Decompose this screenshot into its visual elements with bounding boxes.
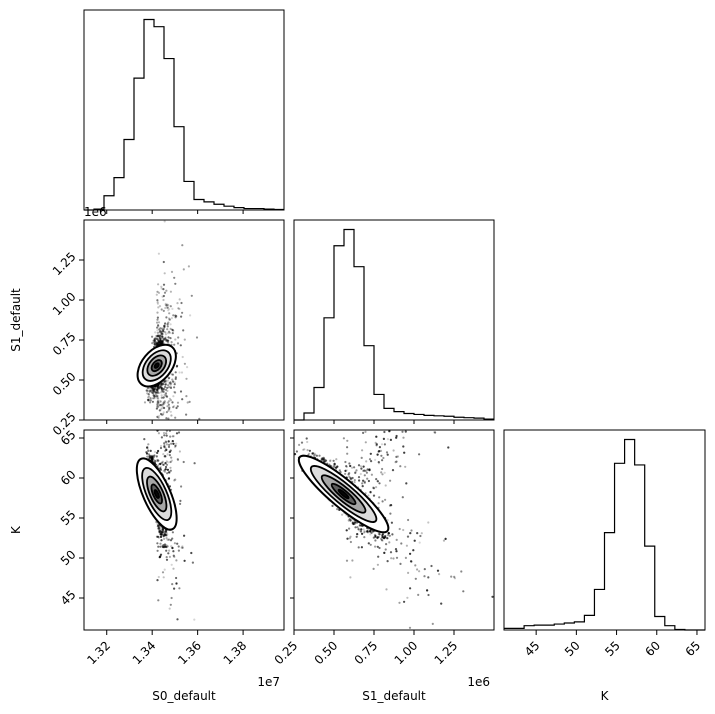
histogram-bin — [174, 127, 184, 210]
x-tick-label: 1.00 — [392, 638, 421, 667]
x-axis-label-K: K — [601, 689, 610, 703]
y-tick-label: 1.25 — [50, 249, 79, 278]
histogram-bin — [635, 465, 645, 630]
histogram-S0_default — [83, 9, 285, 211]
contour-level — [337, 488, 350, 500]
histogram-bin — [124, 140, 134, 210]
x-tick-label: 45 — [522, 638, 543, 659]
panel-frame — [83, 9, 285, 211]
x-offset-label: 1e7 — [257, 675, 280, 689]
y-tick-label: 1.00 — [50, 289, 79, 318]
histogram-bin — [144, 20, 154, 210]
histogram-bin — [184, 181, 194, 210]
x-axis-label-S1_default: S1_default — [362, 689, 426, 703]
histogram-bin — [164, 59, 174, 210]
panel-frame — [503, 429, 706, 631]
histogram-bin — [374, 394, 384, 420]
histogram-bin — [544, 625, 554, 630]
x-tick-label: 0.25 — [272, 638, 301, 667]
scatter-S0_default-vs-S1_default — [83, 219, 285, 421]
histogram-bin — [574, 622, 584, 630]
histogram-bin — [665, 626, 675, 630]
x-tick-label: 55 — [602, 638, 623, 659]
histogram-K — [503, 429, 706, 631]
x-tick-label: 50 — [562, 638, 583, 659]
histogram-bin — [314, 387, 324, 420]
histogram-step-line — [504, 438, 705, 631]
histogram-step-line — [84, 18, 284, 211]
panel-frame — [83, 219, 285, 421]
histogram-bin — [434, 416, 444, 420]
histogram-bin — [534, 625, 544, 630]
histogram-bin — [354, 267, 364, 420]
contour-level — [153, 362, 160, 369]
histogram-bin — [364, 346, 374, 420]
histogram-step-line — [294, 228, 494, 421]
panels-layer — [83, 9, 706, 631]
y-tick-label: 50 — [58, 547, 79, 568]
panel-frame — [293, 219, 495, 421]
histogram-bin — [214, 204, 224, 210]
scatter-points — [143, 220, 201, 420]
y-tick-label: 0.75 — [50, 329, 79, 358]
histogram-bin — [334, 246, 344, 420]
histogram-bin — [655, 616, 665, 630]
histogram-bin — [594, 589, 604, 630]
x-tick-label: 1.36 — [175, 638, 204, 667]
y-axis-label-K: K — [9, 525, 23, 534]
histogram-bin — [584, 615, 594, 630]
x-tick-label: 1.25 — [432, 638, 461, 667]
histogram-bin — [394, 412, 404, 420]
histogram-bin — [605, 533, 615, 630]
y-tick-label: 55 — [58, 507, 79, 528]
scatter-S1_default-vs-K — [293, 429, 495, 631]
scatter-points — [294, 430, 494, 629]
histogram-bin — [564, 623, 574, 630]
y-tick-label: 45 — [58, 587, 79, 608]
x-axis-label-S0_default: S0_default — [152, 689, 216, 703]
histogram-bin — [625, 440, 635, 630]
histogram-bin — [304, 413, 314, 420]
histogram-bin — [154, 27, 164, 210]
scatter-S0_default-vs-K — [83, 429, 285, 631]
histogram-bin — [444, 416, 454, 420]
y-tick-label: 0.50 — [50, 369, 79, 398]
contour-level — [153, 489, 160, 499]
histogram-bin — [194, 200, 204, 210]
histogram-bin — [424, 415, 434, 420]
y-offset-label: 1e6 — [84, 205, 107, 219]
x-tick-label: 1.38 — [221, 638, 250, 667]
histogram-bin — [404, 413, 414, 420]
histogram-bin — [134, 78, 144, 210]
x-tick-label: 1.34 — [130, 638, 159, 667]
histogram-bin — [224, 206, 234, 210]
x-tick-label: 65 — [683, 638, 704, 659]
histogram-bin — [524, 626, 534, 630]
histogram-bin — [344, 230, 354, 420]
histogram-bin — [414, 414, 424, 420]
panel-frame — [83, 429, 285, 631]
histogram-bin — [384, 408, 394, 420]
y-tick-label: 60 — [58, 467, 79, 488]
x-tick-label: 60 — [642, 638, 663, 659]
histogram-bin — [645, 546, 655, 630]
histogram-bin — [324, 318, 334, 420]
x-tick-label: 0.50 — [312, 638, 341, 667]
histogram-bin — [114, 178, 124, 210]
histogram-bin — [615, 463, 625, 630]
x-tick-label: 1.32 — [84, 638, 113, 667]
y-axis-label-S1_default: S1_default — [9, 288, 23, 352]
x-offset-label: 1e6 — [467, 675, 490, 689]
panel-frame — [293, 429, 495, 631]
histogram-bin — [204, 202, 214, 210]
histogram-bin — [554, 624, 564, 630]
histogram-S1_default — [293, 219, 495, 421]
x-tick-label: 0.75 — [352, 638, 381, 667]
